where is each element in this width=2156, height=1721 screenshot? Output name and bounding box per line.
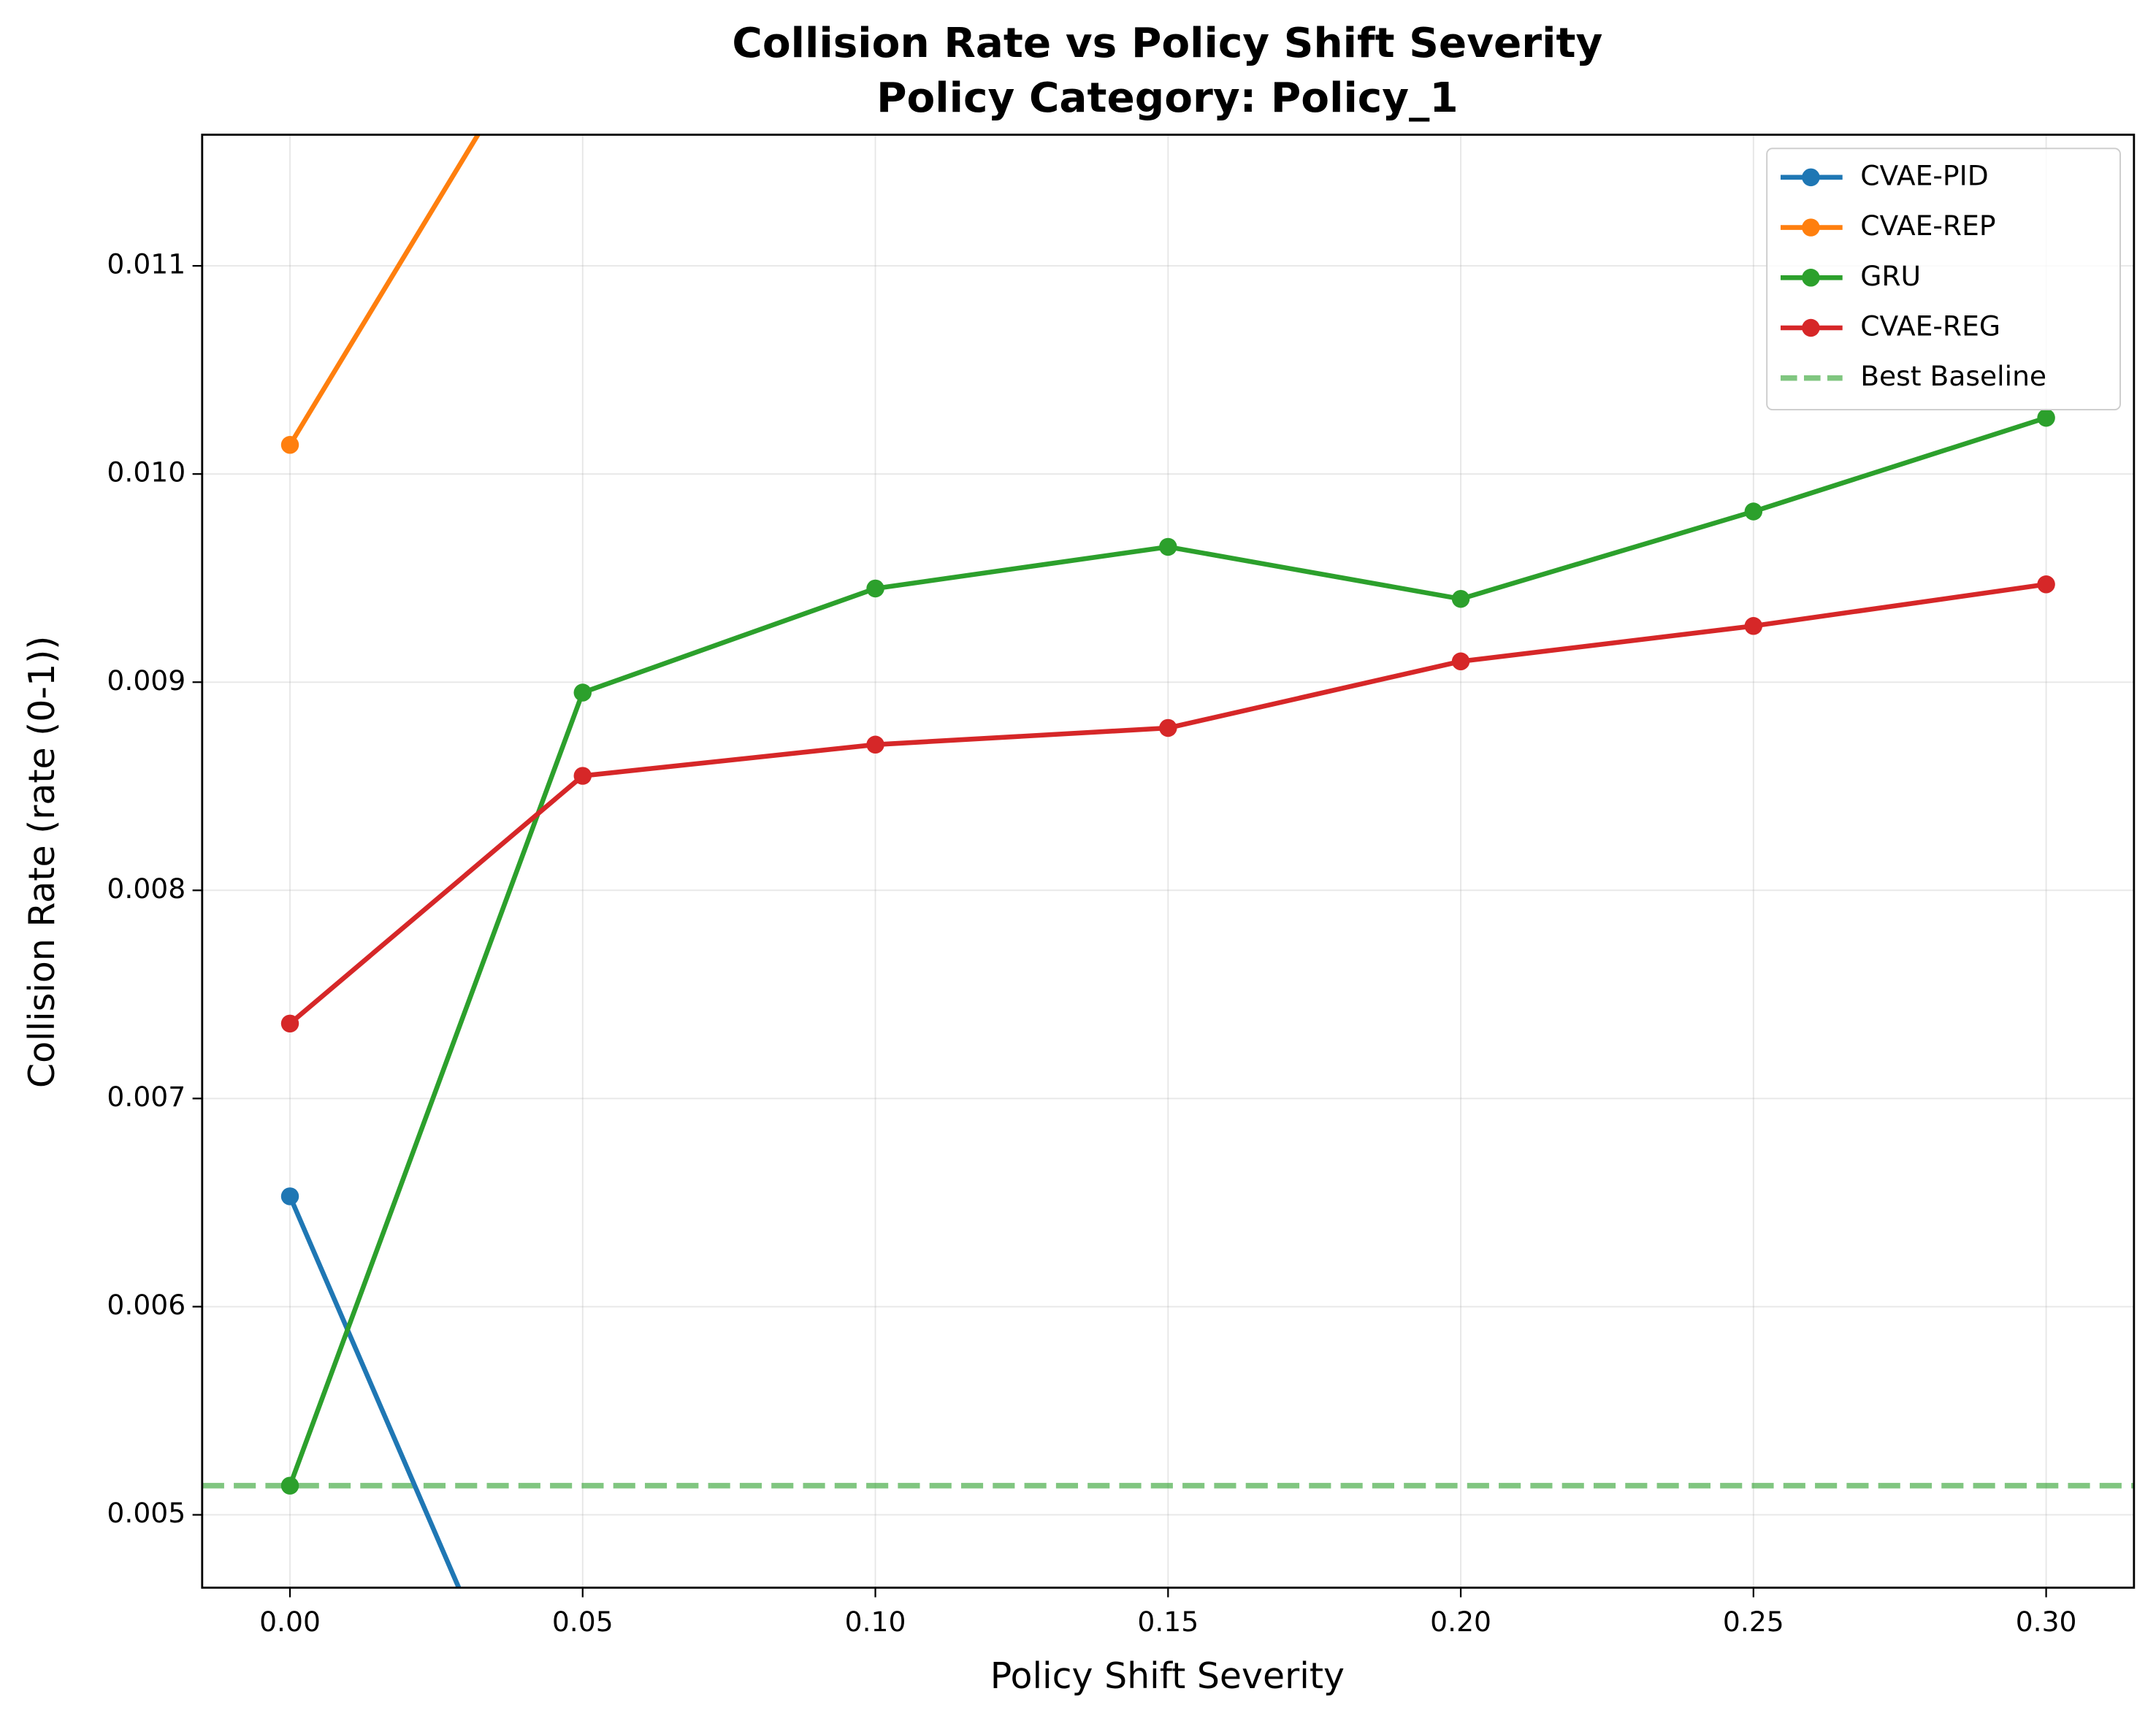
legend-label: Best Baseline bbox=[1860, 360, 2046, 392]
data-point bbox=[280, 436, 299, 454]
x-tick-label: 0.25 bbox=[1723, 1606, 1784, 1638]
data-point bbox=[280, 1476, 299, 1495]
x-tick-label: 0.10 bbox=[845, 1606, 906, 1638]
y-tick-label: 0.010 bbox=[107, 456, 186, 488]
legend-marker bbox=[1802, 168, 1820, 187]
data-point bbox=[1451, 652, 1470, 670]
data-point bbox=[1744, 502, 1763, 521]
legend-marker bbox=[1802, 218, 1820, 237]
legend-label: GRU bbox=[1860, 260, 1921, 292]
data-point bbox=[866, 579, 884, 598]
legend: CVAE-PID CVAE-REP GRU CVAE-REG Best Baseline bbox=[1766, 147, 2121, 410]
data-point bbox=[1744, 617, 1763, 635]
y-axis-label: Collision Rate (rate (0-1)) bbox=[21, 636, 63, 1089]
chart-title: Collision Rate vs Policy Shift Severity bbox=[732, 20, 1602, 67]
x-tick-label: 0.15 bbox=[1137, 1606, 1199, 1638]
data-point bbox=[280, 1187, 299, 1206]
legend-label: CVAE-REP bbox=[1860, 210, 1995, 242]
data-point bbox=[1451, 589, 1470, 608]
y-tick-label: 0.005 bbox=[107, 1497, 186, 1529]
series-line bbox=[288, 134, 481, 446]
ticks: 0.00 0.05 0.10 0.15 0.20 0.25 0.30 0.005 0.006 0.… bbox=[107, 248, 2076, 1638]
y-tick-label: 0.006 bbox=[107, 1289, 186, 1321]
legend-marker bbox=[1802, 269, 1820, 287]
legend-label: CVAE-REG bbox=[1860, 310, 2000, 342]
chart-subtitle: Policy Category: Policy_1 bbox=[876, 74, 1459, 122]
y-tick-label: 0.011 bbox=[107, 248, 186, 280]
x-tick-label: 0.20 bbox=[1430, 1606, 1491, 1638]
y-tick-label: 0.008 bbox=[107, 873, 186, 905]
data-point bbox=[1159, 537, 1177, 556]
x-tick-label: 0.00 bbox=[259, 1606, 321, 1638]
data-point bbox=[1159, 718, 1177, 737]
data-point bbox=[573, 683, 592, 702]
y-tick-label: 0.007 bbox=[107, 1081, 186, 1113]
x-tick-label: 0.30 bbox=[2016, 1606, 2077, 1638]
y-tick-label: 0.009 bbox=[107, 664, 186, 697]
data-point bbox=[866, 735, 884, 754]
plot-area bbox=[202, 134, 2134, 1588]
grid bbox=[202, 134, 2134, 1588]
data-point bbox=[2037, 575, 2055, 594]
x-tick-label: 0.05 bbox=[552, 1606, 613, 1638]
series-line bbox=[287, 1195, 462, 1588]
data-point bbox=[280, 1014, 299, 1033]
data-point bbox=[2037, 408, 2055, 427]
legend-label: CVAE-PID bbox=[1860, 159, 1989, 191]
legend-marker bbox=[1802, 318, 1820, 337]
data-point bbox=[573, 767, 592, 785]
legend-box bbox=[1766, 147, 2121, 410]
x-axis-label: Policy Shift Severity bbox=[990, 1655, 1345, 1697]
